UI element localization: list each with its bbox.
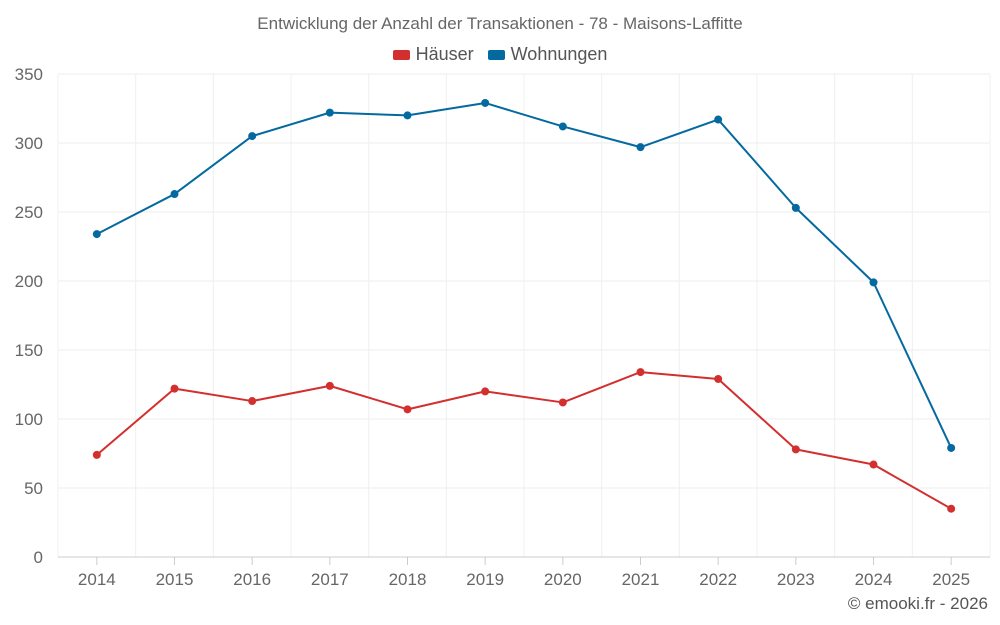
x-tick-label: 2015: [156, 570, 194, 589]
x-tick-label: 2023: [777, 570, 815, 589]
series-line-haeuser: [96, 371, 952, 510]
data-point-haeuser: [714, 374, 723, 383]
data-point-wohnungen: [869, 278, 878, 287]
legend-label-wohnungen: Wohnungen: [510, 44, 608, 64]
copyright-credit: © emooki.fr - 2026: [847, 594, 988, 613]
legend-swatch-haeuser: [392, 49, 410, 60]
data-point-wohnungen: [558, 122, 567, 131]
legend: Häuser Wohnungen: [0, 44, 1000, 65]
x-tick-label: 2022: [699, 570, 737, 589]
y-tick-label: 300: [15, 134, 43, 153]
data-point-wohnungen: [791, 203, 800, 212]
legend-item-wohnungen[interactable]: Wohnungen: [487, 44, 608, 65]
x-tick-label: 2016: [233, 570, 271, 589]
data-point-haeuser: [325, 381, 334, 390]
x-tick-label: 2019: [466, 570, 504, 589]
y-tick-label: 200: [15, 272, 43, 291]
legend-label-haeuser: Häuser: [415, 44, 474, 64]
data-point-wohnungen: [325, 108, 334, 117]
data-point-haeuser: [869, 460, 878, 469]
data-point-wohnungen: [714, 115, 723, 124]
data-point-haeuser: [170, 384, 179, 393]
x-tick-label: 2025: [932, 570, 970, 589]
data-point-wohnungen: [170, 190, 179, 199]
x-tick-label: 2024: [855, 570, 893, 589]
x-tick-label: 2018: [389, 570, 427, 589]
y-tick-label: 50: [24, 479, 43, 498]
data-point-haeuser: [636, 368, 645, 377]
series-line-wohnungen: [96, 101, 953, 449]
y-tick-label: 250: [15, 203, 43, 222]
chart-title: Entwicklung der Anzahl der Transaktionen…: [257, 14, 743, 33]
data-point-haeuser: [791, 445, 800, 454]
y-tick-label: 350: [15, 65, 43, 84]
data-point-haeuser: [947, 504, 956, 513]
data-point-wohnungen: [947, 443, 956, 452]
x-tick-label: 2014: [78, 570, 116, 589]
data-point-haeuser: [92, 450, 101, 459]
data-point-wohnungen: [248, 132, 257, 141]
data-point-wohnungen: [481, 98, 490, 107]
y-tick-label: 0: [34, 548, 43, 567]
data-point-wohnungen: [636, 143, 645, 152]
x-tick-label: 2017: [311, 570, 349, 589]
data-point-haeuser: [481, 387, 490, 396]
legend-swatch-wohnungen: [487, 49, 505, 60]
data-point-wohnungen: [403, 111, 412, 120]
data-point-haeuser: [248, 397, 257, 406]
x-tick-label: 2021: [622, 570, 660, 589]
data-point-haeuser: [403, 405, 412, 414]
y-tick-label: 100: [15, 410, 43, 429]
data-point-wohnungen: [92, 230, 101, 239]
data-point-haeuser: [558, 398, 567, 407]
legend-item-haeuser[interactable]: Häuser: [392, 44, 474, 65]
x-tick-label: 2020: [544, 570, 582, 589]
y-tick-label: 150: [15, 341, 43, 360]
